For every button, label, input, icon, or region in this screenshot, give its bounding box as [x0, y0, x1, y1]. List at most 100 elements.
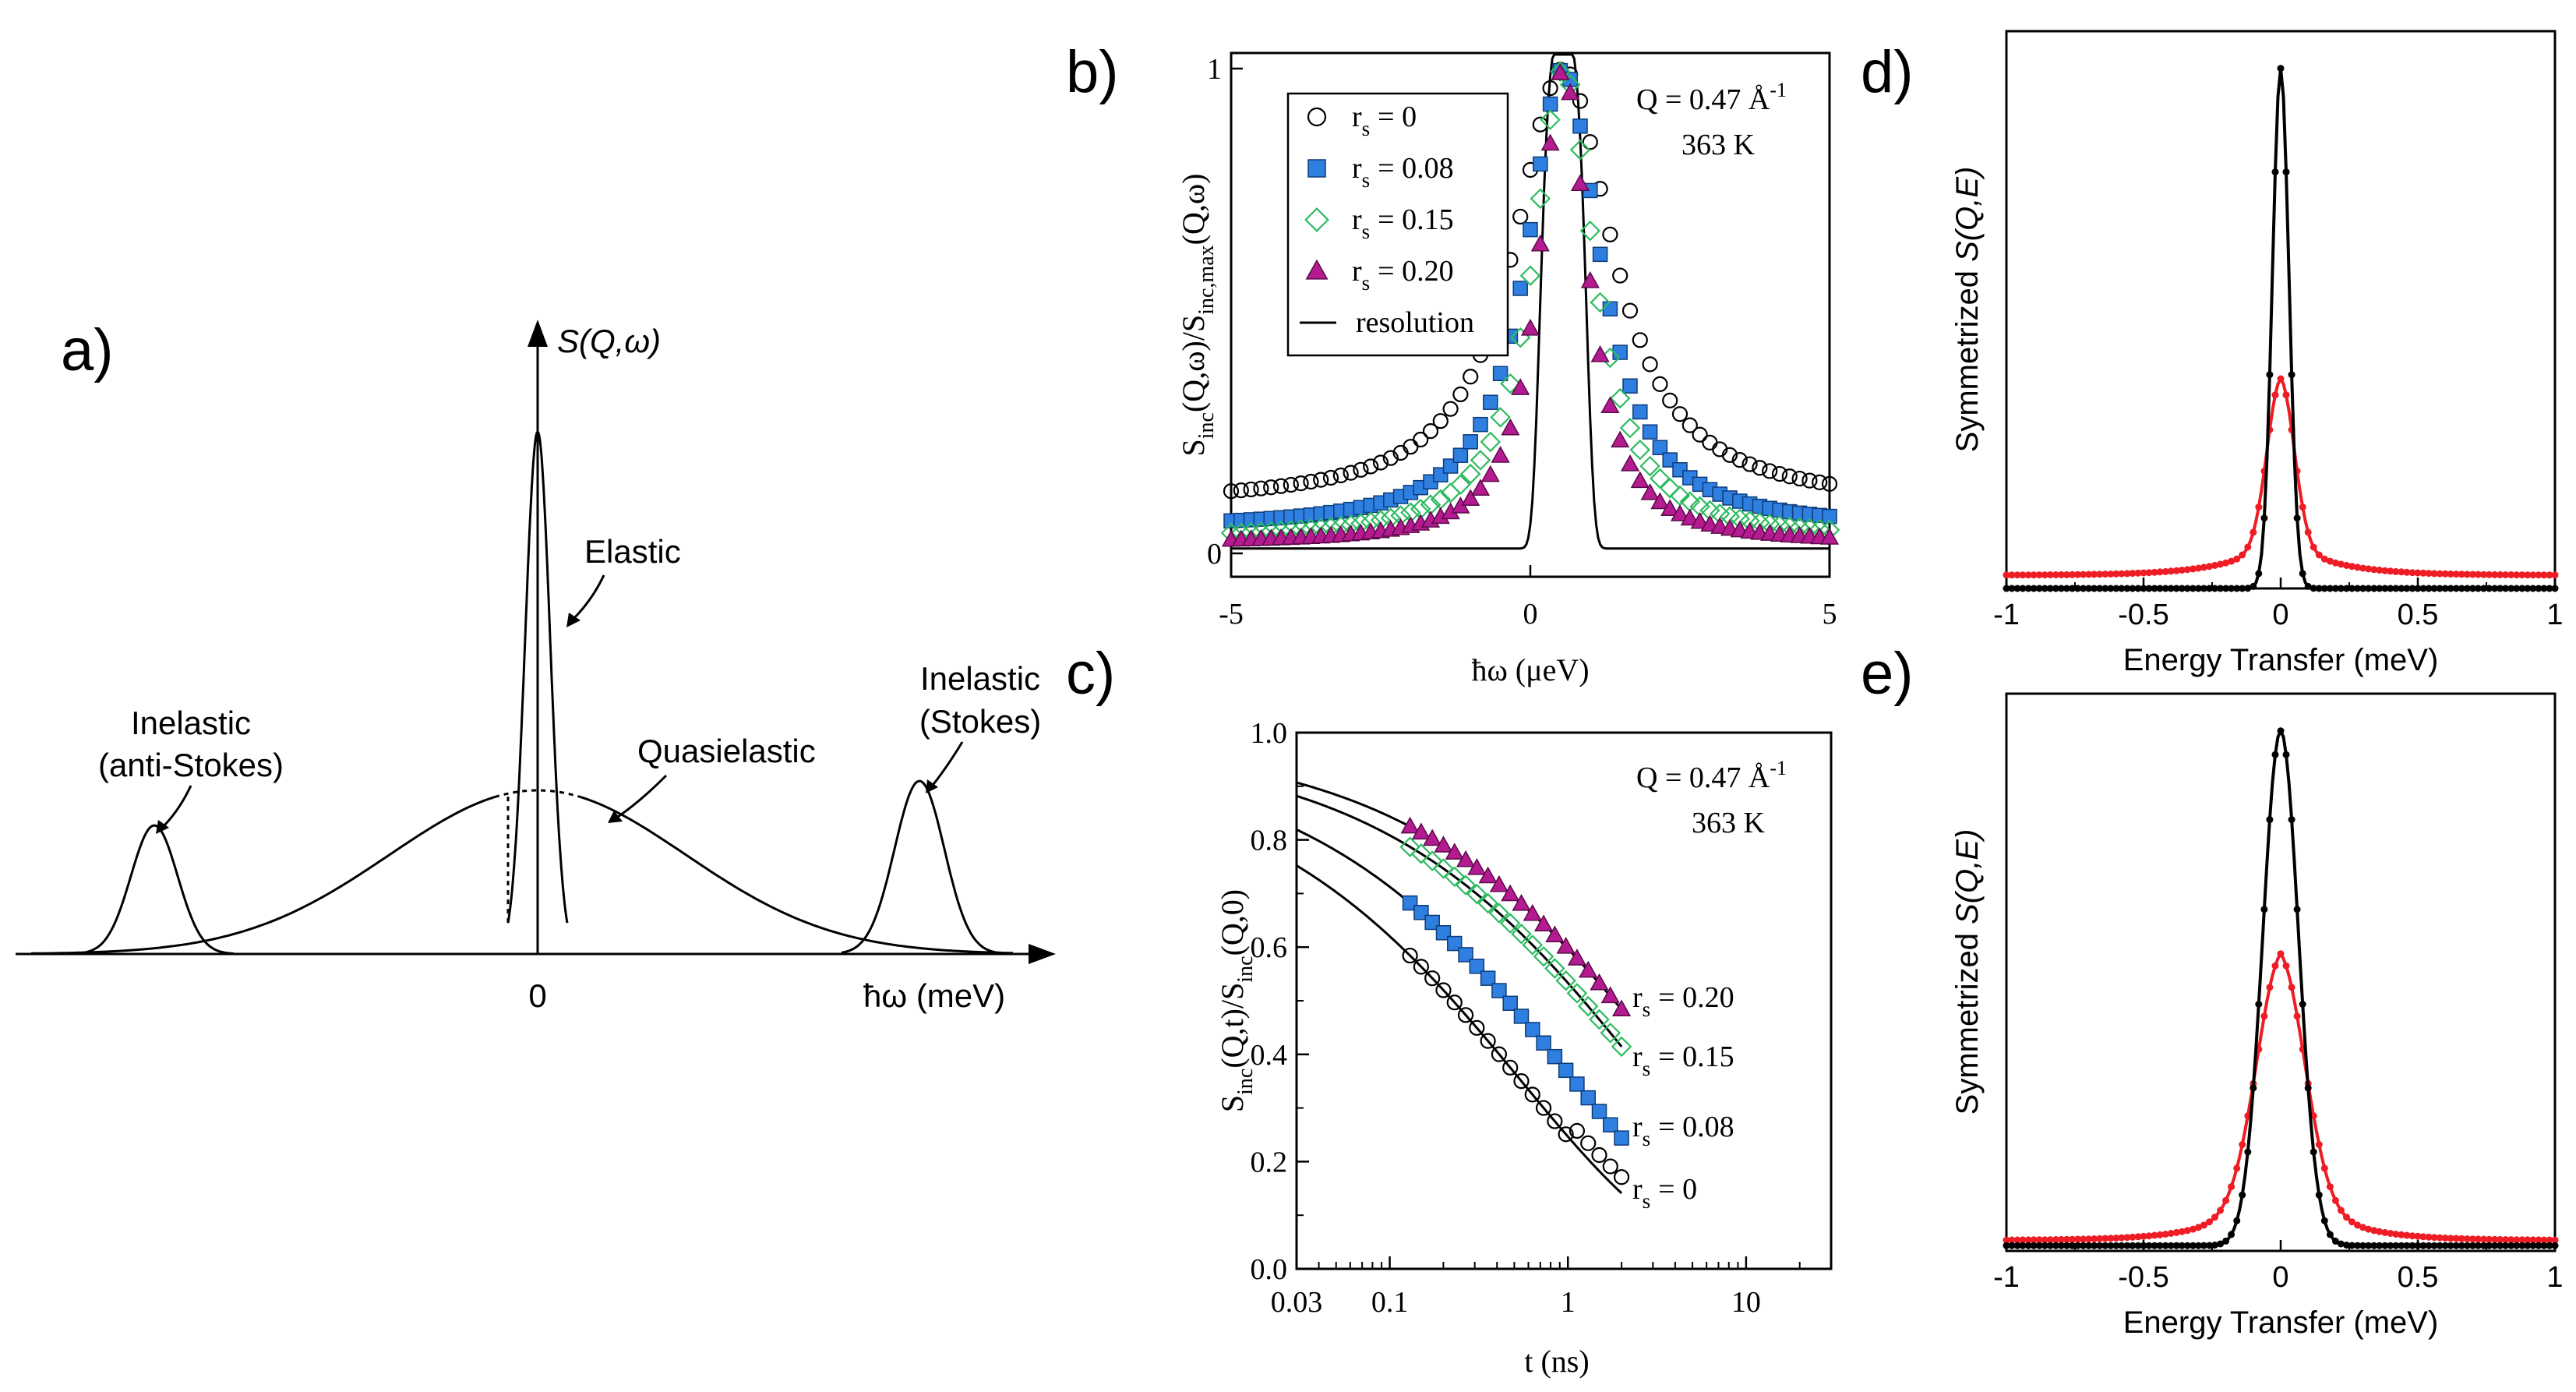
panel-d-point-black-100	[2277, 65, 2285, 72]
panel-b-point-s2-41	[1629, 439, 1651, 461]
panel-e-point-black-146	[2403, 1242, 2411, 1249]
panel-c-point-s1-12	[1536, 1035, 1551, 1051]
panel-d-point-red-36	[2101, 571, 2109, 578]
panel-c-ticks: 0.03 0.1 1 10 0.0 0.2 0.4 0.6 0.8 1.0	[1251, 717, 1801, 1319]
panel-c-point-s1-17	[1591, 1104, 1607, 1119]
panel-d-point-red-198	[2546, 571, 2553, 579]
panel-b-point-s0-47	[1692, 426, 1708, 443]
panel-c-point-s2-9	[1499, 913, 1521, 934]
panel-e-point-red-18	[2052, 1236, 2059, 1243]
panel-c-series-label-2-text: = 0.08	[1658, 1111, 1734, 1143]
panel-e-point-red-114	[2315, 1141, 2323, 1148]
panel-b-point-s0-51	[1731, 452, 1748, 468]
panel-e-point-black-18	[2052, 1242, 2059, 1249]
panel-e-point-red-46	[2129, 1233, 2137, 1241]
panel-d-point-red-24	[2069, 571, 2076, 578]
panel-e-point-black-128	[2354, 1242, 2362, 1249]
panel-d-point-red-78	[2217, 560, 2225, 568]
panel-b-point-s0-55	[1771, 465, 1788, 482]
panel-d-point-red-156	[2430, 570, 2438, 578]
panel-e-point-red-142	[2392, 1231, 2400, 1238]
panel-d-point-black-108	[2299, 570, 2306, 578]
panel-b-point-s1-41	[1632, 404, 1648, 420]
panel-d-point-black-134	[2370, 585, 2378, 592]
panel-e-point-black-110	[2304, 1084, 2312, 1092]
panel-c-fit-line-3	[1296, 781, 1623, 1011]
panel-b-point-s2-33	[1550, 61, 1571, 83]
panel-d-point-red-168	[2463, 571, 2471, 578]
panel-b-point-s2-37	[1590, 291, 1611, 313]
panel-b-point-s3-25	[1470, 479, 1491, 496]
panel-d-point-red-100	[2277, 375, 2285, 383]
panel-d-point-black-0	[2003, 585, 2010, 592]
panel-b-legend-label-1: rs = 0.08	[1352, 152, 1454, 192]
panel-d-point-red-70	[2194, 564, 2202, 572]
panel-b-point-s0-54	[1762, 463, 1778, 479]
panel-e-point-red-30	[2085, 1235, 2093, 1243]
panel-d-point-black-192	[2529, 585, 2537, 592]
panel-b-point-s3-45	[1670, 504, 1690, 521]
panel-d-point-red-186	[2513, 571, 2521, 579]
panel-c-points	[1399, 816, 1632, 1185]
panel-label-b: b)	[1066, 39, 1119, 105]
panel-e-point-black-74	[2206, 1242, 2213, 1249]
panel-a-elastic-pointer	[571, 574, 605, 621]
panel-e-point-black-116	[2320, 1217, 2328, 1224]
panel-e-point-black-12	[2035, 1242, 2043, 1249]
panel-d-point-black-162	[2447, 585, 2454, 592]
panel-e-point-red-20	[2057, 1235, 2065, 1243]
panel-b-point-s3-31	[1530, 234, 1550, 252]
panel-b-point-s3-32	[1540, 133, 1560, 151]
panel-e-point-red-98	[2271, 962, 2279, 970]
panel-c-point-s3-5	[1456, 850, 1476, 867]
panel-e-point-red-158	[2436, 1234, 2444, 1242]
panel-d-point-black-128	[2354, 585, 2362, 592]
panel-b-point-s1-38	[1602, 301, 1618, 317]
panel-b-point-s3-38	[1600, 396, 1620, 413]
panel-c-point-s1-1	[1413, 905, 1429, 920]
panel-d-point-red-82	[2228, 557, 2235, 565]
panel-d-point-red-50	[2140, 569, 2147, 577]
panel-e-point-red-50	[2140, 1232, 2147, 1240]
panel-c-point-s3-9	[1501, 884, 1520, 902]
panel-c-series-label-3-main: r	[1632, 1173, 1643, 1206]
panel-d-point-black-34	[2096, 585, 2104, 592]
panel-c-point-s2-10	[1511, 924, 1532, 945]
panel-b-legend-marker-3	[1305, 259, 1329, 280]
panel-b-legend-label-3: rs = 0.20	[1352, 255, 1454, 295]
panel-c-x-tick-label-0: 0.03	[1271, 1286, 1323, 1319]
panel-c-point-s2-17	[1589, 1009, 1610, 1030]
panel-c-x-tick-label-1: 0.1	[1371, 1286, 1409, 1319]
panel-d-point-black-4	[2013, 585, 2021, 592]
panel-b-point-s0-11	[1332, 467, 1349, 484]
panel-b-point-s0-7	[1293, 475, 1309, 492]
panel-a-y-arrow-icon	[528, 320, 548, 347]
panel-c-x-label: t (ns)	[1524, 1344, 1589, 1379]
panel-d-point-black-78	[2217, 585, 2225, 592]
panel-c-point-s1-13	[1547, 1048, 1563, 1065]
panel-d-point-black-14	[2041, 585, 2048, 592]
panel-e-point-red-140	[2387, 1230, 2394, 1237]
panel-d-point-black-178	[2491, 585, 2499, 592]
panel-label-c: c)	[1066, 641, 1115, 707]
panel-d-point-red-86	[2239, 551, 2246, 559]
panel-e-x-tick-label-1: -0.5	[2118, 1261, 2168, 1294]
panel-b-legend-label-0-sub: s	[1362, 117, 1371, 140]
panel-e-point-red-164	[2452, 1235, 2460, 1242]
panel-b-point-s1-37	[1592, 246, 1608, 263]
panel-e-point-red-14	[2041, 1236, 2048, 1244]
panel-d-point-red-42	[2118, 570, 2126, 578]
panel-a-zero-tick: 0	[528, 977, 546, 1014]
panel-d-point-black-106	[2293, 514, 2301, 522]
panel-e-point-red-162	[2447, 1235, 2454, 1242]
panel-b-point-s3-24	[1461, 489, 1480, 506]
panel-d-point-black-140	[2387, 585, 2394, 592]
panel-e-point-black-76	[2211, 1242, 2218, 1249]
panel-b-point-s0-32	[1542, 80, 1558, 97]
panel-d-point-black-98	[2271, 168, 2279, 176]
panel-c-point-s2-8	[1488, 903, 1510, 924]
panel-b-point-s0-21	[1432, 413, 1449, 429]
panel-e-point-red-160	[2441, 1235, 2449, 1242]
panel-b-point-s0-18	[1403, 439, 1419, 455]
panel-e-point-red-118	[2326, 1183, 2334, 1191]
